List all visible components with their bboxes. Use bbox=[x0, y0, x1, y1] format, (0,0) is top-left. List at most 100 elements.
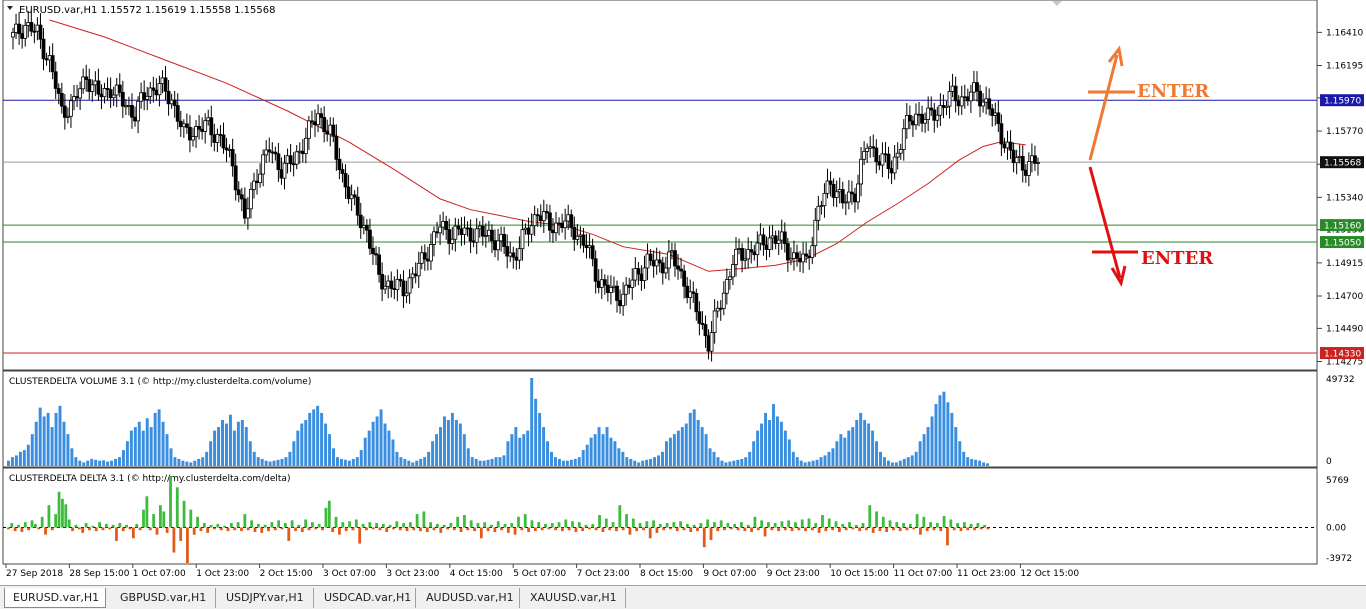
candle-body bbox=[328, 124, 333, 135]
y-tick-label: 1.16195 bbox=[1326, 62, 1363, 72]
delta-bar bbox=[750, 527, 753, 532]
volume-max-label: 49732 bbox=[1326, 375, 1355, 385]
delta-bar bbox=[388, 524, 392, 528]
tab-eurusd[interactable]: EURUSD.var,H1 bbox=[4, 588, 106, 608]
volume-bar bbox=[141, 430, 145, 466]
delta-bar bbox=[625, 514, 628, 528]
candle-body bbox=[413, 273, 418, 277]
volume-bar bbox=[82, 462, 86, 466]
delta-bar bbox=[13, 527, 17, 532]
volume-bar bbox=[978, 460, 982, 466]
candle-body bbox=[17, 23, 22, 35]
volume-bar bbox=[756, 430, 760, 466]
candle-body bbox=[950, 85, 955, 92]
volume-pane[interactable] bbox=[2, 370, 1318, 468]
delta-bar bbox=[672, 522, 676, 528]
candle-body bbox=[438, 226, 442, 234]
candle-body bbox=[319, 113, 324, 118]
volume-bar bbox=[213, 430, 217, 466]
enter-up-arrow-shaft bbox=[1088, 54, 1119, 161]
delta-bar bbox=[588, 527, 591, 530]
delta-bar bbox=[787, 520, 791, 528]
delta-bar bbox=[500, 527, 503, 531]
candle-body bbox=[569, 214, 574, 228]
volume-bar bbox=[431, 441, 435, 466]
volume-bar bbox=[248, 441, 252, 466]
volume-bar bbox=[328, 434, 332, 466]
candle-body bbox=[993, 112, 998, 116]
candle-body bbox=[249, 189, 253, 210]
tab-usdcad[interactable]: USDCAD.var,H1 bbox=[316, 588, 416, 608]
candle-body bbox=[956, 100, 961, 107]
delta-bar bbox=[365, 527, 368, 531]
volume-bar bbox=[86, 460, 90, 466]
tab-audusd[interactable]: AUDUSD.var,H1 bbox=[418, 588, 520, 608]
volume-bar bbox=[752, 441, 756, 466]
chart-shift-marker-icon[interactable] bbox=[1052, 1, 1062, 6]
candle-body bbox=[47, 55, 52, 61]
tab-xauusd[interactable]: XAUUSD.var,H1 bbox=[522, 588, 626, 608]
chart-area[interactable]: EURUSD.var,H1 1.15572 1.15619 1.15558 1.… bbox=[0, 0, 1366, 585]
x-tick-label: 28 Sep 15:00 bbox=[69, 569, 129, 579]
x-tick-label: 1 Oct 07:00 bbox=[133, 569, 186, 579]
delta-bar bbox=[530, 520, 534, 528]
delta-bar bbox=[321, 527, 324, 531]
candle-body bbox=[968, 91, 973, 102]
volume-bar bbox=[748, 451, 752, 466]
window-menu-icon[interactable] bbox=[7, 6, 13, 10]
delta-bar bbox=[419, 527, 422, 532]
candle-body bbox=[856, 183, 860, 203]
delta-bar bbox=[253, 527, 257, 532]
candle-body bbox=[999, 123, 1004, 145]
tab-gbpusd[interactable]: GBPUSD.var,H1 bbox=[112, 588, 216, 608]
candle-body bbox=[657, 259, 662, 264]
volume-bar bbox=[145, 418, 149, 466]
delta-bar bbox=[503, 523, 507, 528]
delta-bar bbox=[655, 527, 659, 533]
volume-bar bbox=[831, 448, 835, 466]
tab-usdjpy[interactable]: USDJPY.var,H1 bbox=[218, 588, 314, 608]
delta-bar bbox=[794, 522, 797, 528]
delta-bar bbox=[327, 500, 331, 528]
candle-body bbox=[267, 149, 272, 153]
price-pane[interactable] bbox=[2, 0, 1318, 371]
delta-bar bbox=[861, 523, 865, 528]
delta-bar bbox=[186, 527, 189, 563]
candle-body bbox=[898, 149, 903, 154]
delta-bar bbox=[706, 519, 710, 528]
candle-body bbox=[233, 165, 238, 191]
volume-bar bbox=[871, 430, 875, 466]
candle-body bbox=[551, 229, 555, 234]
candle-body bbox=[90, 84, 95, 92]
candle-body bbox=[557, 222, 561, 225]
delta-bar bbox=[898, 527, 902, 532]
volume-bar bbox=[474, 458, 478, 466]
delta-bar bbox=[662, 527, 666, 531]
volume-bar bbox=[795, 457, 799, 466]
delta-bar bbox=[865, 527, 868, 531]
volume-bar bbox=[347, 460, 351, 466]
delta-bar bbox=[331, 527, 335, 532]
candle-body bbox=[172, 99, 177, 106]
candle-body bbox=[618, 300, 622, 307]
volume-bar bbox=[867, 423, 871, 466]
delta-pane[interactable] bbox=[2, 467, 1318, 565]
x-tick-label: 1 Oct 23:00 bbox=[196, 569, 249, 579]
volume-bar bbox=[934, 404, 938, 466]
delta-bar bbox=[317, 523, 321, 528]
volume-bar bbox=[886, 460, 890, 466]
delta-bar bbox=[935, 523, 939, 528]
candle-body bbox=[383, 285, 388, 290]
delta-bar bbox=[88, 527, 91, 531]
candle-body bbox=[1023, 169, 1028, 176]
delta-bar bbox=[479, 527, 483, 539]
delta-bar bbox=[37, 527, 41, 530]
volume-bar bbox=[10, 457, 14, 466]
delta-bar bbox=[905, 527, 909, 531]
delta-bar bbox=[733, 523, 737, 528]
volume-bar bbox=[387, 430, 391, 466]
volume-bar bbox=[661, 451, 664, 466]
volume-bar bbox=[922, 434, 926, 466]
candle-body bbox=[578, 234, 583, 237]
delta-bar bbox=[841, 523, 845, 528]
